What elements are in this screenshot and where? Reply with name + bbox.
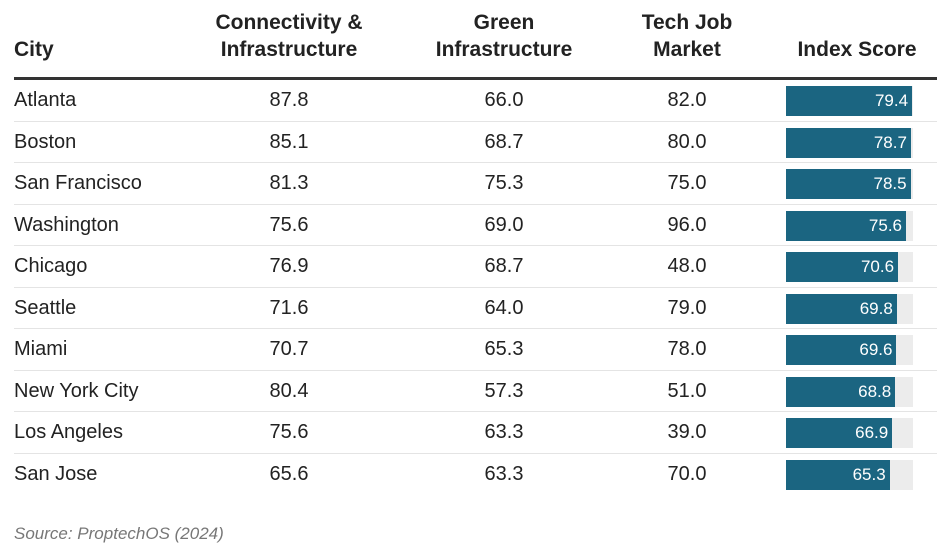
connectivity-value: 71.6 — [269, 296, 309, 319]
table-body: Atlanta 87.8 66.0 82.0 79.4 Boston 85.1 68.7 80.… — [14, 80, 937, 495]
green-value: 63.3 — [484, 462, 524, 485]
index-score-track: 69.6 — [786, 335, 913, 365]
tech-jobs-value: 79.0 — [667, 296, 707, 319]
table-row: Los Angeles 75.6 63.3 39.0 66.9 — [14, 412, 937, 454]
city-name: Seattle — [14, 296, 77, 319]
header-green-line2: Infrastructure — [435, 38, 573, 61]
green-value: 68.7 — [484, 255, 524, 277]
index-score-bar: 69.8 — [786, 293, 897, 324]
tech-jobs-value: 48.0 — [667, 255, 707, 277]
index-score-bar: 75.6 — [786, 210, 906, 241]
table-row: San Francisco 81.3 75.3 75.0 78.5 — [14, 163, 937, 205]
city-name: Los Angeles — [14, 421, 123, 443]
tech-jobs-value: 80.0 — [667, 130, 707, 153]
header-connectivity-line2: Infrastructure — [220, 38, 358, 61]
green-value: 64.0 — [484, 296, 524, 319]
index-score-label: 79.4 — [874, 91, 909, 110]
index-score-label: 68.8 — [858, 381, 892, 401]
index-score-bar: 70.6 — [786, 252, 899, 282]
table-row: Atlanta 87.8 66.0 82.0 79.4 — [14, 80, 937, 122]
city-name: Washington — [14, 213, 119, 236]
header-tech-jobs: Tech Job Market — [612, 9, 762, 63]
city-name: Miami — [14, 338, 68, 360]
tech-jobs-value: 75.0 — [667, 172, 707, 194]
connectivity-value: 70.7 — [269, 338, 309, 360]
connectivity-value: 76.9 — [269, 255, 309, 277]
header-city: City — [14, 38, 54, 61]
index-score-label: 66.9 — [855, 423, 889, 442]
header-index-score: Index Score — [797, 38, 917, 61]
table-row: Washington 75.6 69.0 96.0 75.6 — [14, 205, 937, 246]
index-score-label: 78.7 — [873, 132, 907, 152]
index-score-label: 69.6 — [859, 340, 893, 359]
index-score-track: 75.6 — [786, 210, 913, 241]
city-name: Chicago — [14, 255, 88, 277]
table-row: New York City 80.4 57.3 51.0 68.8 — [14, 371, 937, 412]
index-score-bar: 78.7 — [786, 127, 911, 158]
index-score-track: 65.3 — [786, 459, 913, 490]
header-green-line1: Green — [473, 11, 535, 34]
table-row: Chicago 76.9 68.7 48.0 70.6 — [14, 246, 937, 288]
connectivity-value: 87.8 — [269, 89, 309, 111]
tech-jobs-value: 51.0 — [667, 379, 707, 402]
header-tech-line1: Tech Job — [641, 11, 733, 34]
index-score-bar: 69.6 — [786, 335, 897, 365]
table-row: Boston 85.1 68.7 80.0 78.7 — [14, 122, 937, 163]
tech-jobs-value: 39.0 — [667, 421, 707, 443]
header-connectivity-line1: Connectivity & — [215, 11, 363, 34]
index-score-track: 78.5 — [786, 169, 913, 199]
green-value: 63.3 — [484, 421, 524, 443]
connectivity-value: 81.3 — [269, 172, 309, 194]
green-value: 69.0 — [484, 213, 524, 236]
connectivity-value: 80.4 — [269, 379, 309, 402]
index-score-track: 78.7 — [786, 127, 913, 158]
green-value: 75.3 — [484, 172, 524, 194]
city-name: San Francisco — [14, 172, 142, 194]
index-score-label: 65.3 — [852, 464, 886, 484]
table-row: Miami 70.7 65.3 78.0 69.6 — [14, 329, 937, 371]
connectivity-value: 65.6 — [269, 462, 309, 485]
connectivity-value: 85.1 — [269, 130, 309, 153]
tech-jobs-value: 96.0 — [667, 213, 707, 236]
green-value: 68.7 — [484, 130, 524, 153]
index-score-track: 66.9 — [786, 418, 913, 448]
connectivity-value: 75.6 — [269, 421, 309, 443]
city-name: San Jose — [14, 462, 98, 485]
index-score-bar: 65.3 — [786, 459, 890, 490]
table-header: City Connectivity & Infrastructure Green… — [14, 0, 937, 80]
index-score-label: 70.6 — [860, 257, 895, 276]
header-connectivity: Connectivity & Infrastructure — [200, 9, 378, 63]
tech-jobs-value: 82.0 — [667, 89, 707, 111]
tech-jobs-value: 78.0 — [667, 338, 707, 360]
data-table: City Connectivity & Infrastructure Green… — [14, 0, 937, 495]
connectivity-value: 75.6 — [269, 213, 309, 236]
index-score-bar: 68.8 — [786, 376, 896, 407]
city-name: New York City — [14, 379, 139, 402]
source-note: Source: ProptechOS (2024) — [14, 524, 224, 543]
green-value: 65.3 — [484, 338, 524, 360]
header-tech-line2: Market — [653, 38, 721, 61]
index-score-bar: 66.9 — [786, 418, 893, 448]
tech-jobs-value: 70.0 — [667, 462, 707, 485]
green-value: 66.0 — [484, 89, 524, 111]
green-value: 57.3 — [484, 379, 524, 402]
city-name: Atlanta — [14, 89, 77, 111]
index-score-track: 79.4 — [786, 86, 913, 116]
table-row: San Jose 65.6 63.3 70.0 65.3 — [14, 454, 937, 496]
index-score-label: 75.6 — [868, 215, 902, 235]
index-score-label: 69.8 — [859, 298, 893, 318]
city-name: Boston — [14, 130, 77, 153]
index-score-track: 69.8 — [786, 293, 913, 324]
index-score-track: 68.8 — [786, 376, 913, 407]
index-score-bar: 79.4 — [786, 86, 913, 116]
index-score-bar: 78.5 — [786, 169, 911, 199]
index-score-track: 70.6 — [786, 252, 913, 282]
index-score-label: 78.5 — [873, 174, 907, 193]
table-row: Seattle 71.6 64.0 79.0 69.8 — [14, 288, 937, 329]
header-green: Green Infrastructure — [414, 9, 594, 63]
